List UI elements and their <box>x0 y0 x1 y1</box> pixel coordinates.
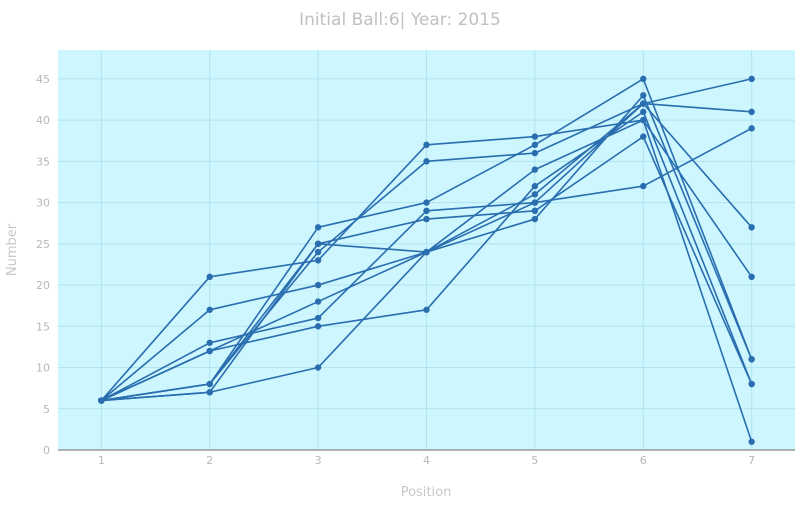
y-tick-label: 15 <box>36 320 50 333</box>
data-point[interactable] <box>748 438 755 445</box>
data-point[interactable] <box>423 215 430 223</box>
data-point[interactable] <box>640 92 647 99</box>
data-point[interactable] <box>314 248 322 256</box>
data-point[interactable] <box>423 248 430 256</box>
y-tick-label: 40 <box>36 114 50 127</box>
y-tick-label: 45 <box>36 73 50 86</box>
x-tick-label: 2 <box>206 454 213 467</box>
y-tick-label: 0 <box>43 444 50 457</box>
data-point[interactable] <box>531 182 539 190</box>
data-point[interactable] <box>748 224 755 231</box>
data-point[interactable] <box>640 133 647 140</box>
y-tick-label: 25 <box>36 238 50 251</box>
x-tick-label: 5 <box>531 454 538 467</box>
data-point[interactable] <box>314 224 322 231</box>
y-tick-label: 10 <box>36 362 50 375</box>
data-point[interactable] <box>640 116 647 124</box>
chart-title: Initial Ball:6| Year: 2015 <box>299 10 501 30</box>
data-point[interactable] <box>314 298 322 305</box>
data-point[interactable] <box>206 380 213 388</box>
x-tick-label: 6 <box>640 454 647 467</box>
y-tick-label: 20 <box>36 279 50 292</box>
data-point[interactable] <box>640 100 647 107</box>
data-point[interactable] <box>531 141 539 149</box>
data-point[interactable] <box>314 257 322 264</box>
data-point[interactable] <box>640 75 647 83</box>
data-point[interactable] <box>748 75 755 83</box>
data-point[interactable] <box>423 306 430 313</box>
data-point[interactable] <box>98 397 105 404</box>
x-tick-label: 1 <box>98 454 105 467</box>
data-point[interactable] <box>206 306 213 313</box>
data-point[interactable] <box>423 158 430 165</box>
data-point[interactable] <box>206 347 213 355</box>
y-tick-label: 5 <box>43 403 50 416</box>
y-tick-label: 35 <box>36 155 50 168</box>
data-point[interactable] <box>206 273 213 281</box>
data-point[interactable] <box>423 199 430 206</box>
data-point[interactable] <box>640 182 647 190</box>
y-tick-label: 30 <box>36 197 50 210</box>
data-point[interactable] <box>423 207 430 215</box>
data-point[interactable] <box>748 125 755 132</box>
data-point[interactable] <box>314 240 322 248</box>
x-tick-label: 4 <box>423 454 430 467</box>
data-point[interactable] <box>531 199 539 206</box>
data-point[interactable] <box>531 215 539 223</box>
data-point[interactable] <box>748 108 755 116</box>
data-point[interactable] <box>423 141 430 149</box>
data-point[interactable] <box>206 339 213 346</box>
x-axis-label: Position <box>401 485 452 500</box>
data-point[interactable] <box>314 323 322 330</box>
data-point[interactable] <box>206 389 213 396</box>
data-point[interactable] <box>640 108 647 116</box>
data-point[interactable] <box>531 133 539 140</box>
x-tick-label: 7 <box>748 454 755 467</box>
data-point[interactable] <box>314 314 322 322</box>
series-10 <box>98 75 755 404</box>
x-tick-label: 3 <box>315 454 322 467</box>
data-point[interactable] <box>531 207 539 215</box>
data-point[interactable] <box>314 281 322 289</box>
data-point[interactable] <box>531 191 539 198</box>
data-point[interactable] <box>748 356 755 363</box>
series-layer <box>98 75 755 445</box>
data-point[interactable] <box>748 380 755 388</box>
data-point[interactable] <box>531 149 539 157</box>
data-point[interactable] <box>531 166 539 173</box>
data-point[interactable] <box>748 273 755 281</box>
data-point[interactable] <box>314 364 322 371</box>
y-axis-label: Number <box>5 223 20 276</box>
